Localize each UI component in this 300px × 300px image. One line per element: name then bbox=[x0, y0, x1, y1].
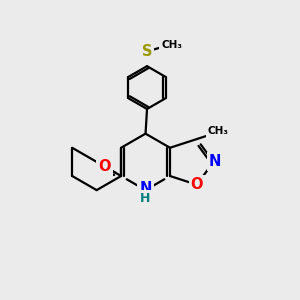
Text: O: O bbox=[190, 177, 203, 192]
Text: N: N bbox=[209, 154, 221, 169]
Text: CH₃: CH₃ bbox=[161, 40, 182, 50]
Text: H: H bbox=[140, 192, 151, 205]
Text: S: S bbox=[142, 44, 152, 59]
Text: CH₃: CH₃ bbox=[208, 126, 229, 136]
Text: O: O bbox=[98, 159, 111, 174]
Text: N: N bbox=[140, 181, 152, 196]
